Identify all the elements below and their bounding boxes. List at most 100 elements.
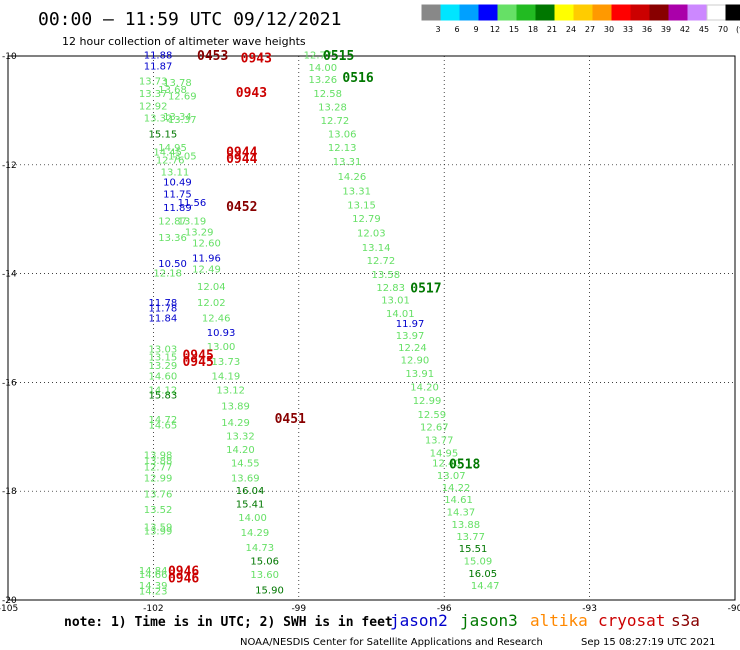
wave-height-value: 13.12: [216, 385, 245, 396]
wave-height-value: 13.88: [451, 520, 480, 531]
y-tick-label: -14: [2, 270, 17, 280]
wave-height-value: 10.49: [163, 177, 192, 188]
x-tick-label: -105: [0, 604, 18, 614]
wave-height-value: 13.00: [207, 342, 236, 353]
wave-height-value: 11.87: [144, 62, 173, 73]
wave-height-value: 11.78: [149, 298, 178, 309]
wave-height-value: 13.88: [144, 456, 173, 467]
wave-height-value: 14.37: [447, 508, 476, 519]
wave-height-value: 16.04: [236, 486, 265, 497]
wave-height-value: 14.72: [149, 415, 178, 426]
colorbar-label: 21: [547, 25, 557, 34]
legend-cryosat: cryosat: [598, 611, 665, 630]
colorbar-swatch: [668, 4, 689, 21]
wave-height-value: 13.89: [221, 402, 250, 413]
x-tick-label: -96: [437, 604, 452, 614]
wave-height-value: 13.97: [396, 331, 425, 342]
legend-jason2: jason2: [390, 611, 448, 630]
wave-height-value: 12.02: [197, 298, 226, 309]
wave-height-value: 12.77: [144, 463, 173, 474]
wave-height-value: 12.67: [420, 422, 449, 433]
wave-height-value: 13.73: [212, 357, 241, 368]
wave-height-value: 13.68: [158, 85, 187, 96]
wave-height-value: 12.04: [197, 282, 226, 293]
pass-time-label: 0946: [168, 565, 199, 580]
wave-height-value: 13.37: [168, 115, 197, 126]
wave-height-value: 13.19: [178, 217, 207, 228]
wave-height-value: 12.40: [432, 459, 461, 470]
colorbar-label: (ft): [736, 25, 740, 34]
y-tick-label: -12: [2, 161, 17, 171]
wave-height-value: 15.41: [236, 500, 265, 511]
colorbar-swatch: [535, 4, 556, 21]
wave-height-value: 13.32: [144, 113, 173, 124]
wave-height-value: 14.60: [149, 372, 178, 383]
wave-height-value: 14.23: [139, 587, 168, 598]
wave-height-value: 11.89: [163, 203, 192, 214]
wave-height-value: 11.84: [149, 313, 178, 324]
chart-subtitle: 12 hour collection of altimeter wave hei…: [62, 35, 306, 48]
legend-altika: altika: [530, 611, 588, 630]
colorbar-label: 9: [473, 25, 478, 34]
wave-height-value: 12.76: [156, 156, 185, 167]
wave-height-value: 14.47: [471, 581, 500, 592]
pass-time-label: 0944: [226, 146, 257, 161]
pass-time-label: 0452: [226, 200, 257, 215]
wave-height-value: 14.95: [430, 448, 459, 459]
satellite-legend: jason2 jason3 altika cryosat s3a: [390, 611, 700, 630]
wave-height-value: 10.50: [158, 259, 187, 270]
colorbar-label: 42: [680, 25, 690, 34]
wave-height-value: 13.28: [318, 102, 347, 113]
wave-height-value: 14.84: [139, 566, 168, 577]
wave-height-value: 13.15: [149, 353, 178, 364]
colorbar-label: 36: [642, 25, 652, 34]
wave-height-value: 15.51: [459, 544, 488, 555]
wave-height-value: 12.59: [418, 410, 447, 421]
wave-height-value: 14.61: [444, 495, 473, 506]
wave-height-value: 14.00: [308, 63, 337, 74]
colorbar-swatch: [687, 4, 708, 21]
wave-height-value: 12.79: [352, 214, 381, 225]
wave-height-value: 13.99: [144, 527, 173, 538]
wave-height-value: 15.15: [149, 130, 178, 141]
wave-height-value: 13.69: [231, 473, 260, 484]
wave-height-value: 12.58: [313, 89, 342, 100]
wave-height-value: 14.29: [241, 528, 270, 539]
wave-height-value: 14.95: [158, 143, 187, 154]
wave-height-value: 13.73: [139, 76, 168, 87]
x-tick-label: -99: [291, 604, 306, 614]
wave-height-value: 13.15: [347, 200, 376, 211]
colorbar-swatch: [440, 4, 461, 21]
wave-height-value: 13.31: [333, 157, 362, 168]
wave-height-value: 11.88: [144, 51, 173, 62]
wave-height-value: 13.52: [144, 505, 173, 516]
wave-height-value: 12.92: [139, 101, 168, 112]
colorbar-swatch: [516, 4, 537, 21]
pass-time-label: 0516: [342, 71, 373, 86]
colorbar-swatch: [706, 4, 727, 21]
colorbar-swatch: [649, 4, 670, 21]
wave-height-value: 13.07: [437, 471, 466, 482]
colorbar-label: 12: [490, 25, 500, 34]
wave-height-value: 14.12: [149, 385, 178, 396]
wave-height-value: 13.34: [163, 112, 192, 123]
wave-height-value: 12.72: [321, 116, 350, 127]
x-tick-labels: -105 -102 -99 -96 -93 -90: [0, 604, 740, 614]
pass-time-label: 0518: [449, 457, 480, 472]
colorbar-label: 6: [454, 25, 459, 34]
pass-time-label: 0943: [241, 52, 272, 67]
plot-area: [7, 55, 736, 601]
wave-height-value: 14.73: [245, 543, 274, 554]
wave-height-value: 12.99: [144, 473, 173, 484]
wave-height-value: 13.14: [362, 243, 391, 254]
wave-height-value: 11.96: [192, 254, 221, 265]
legend-jason3: jason3: [460, 611, 518, 630]
wave-height-value: 13.29: [185, 228, 214, 239]
wave-height-value: 13.29: [149, 361, 178, 372]
colorbar-swatch: [554, 4, 575, 21]
wave-height-value: 13.78: [163, 78, 192, 89]
wave-height-value: 15.90: [255, 585, 284, 596]
timestamp-text: Sep 15 08:27:19 UTC 2021: [581, 637, 715, 648]
